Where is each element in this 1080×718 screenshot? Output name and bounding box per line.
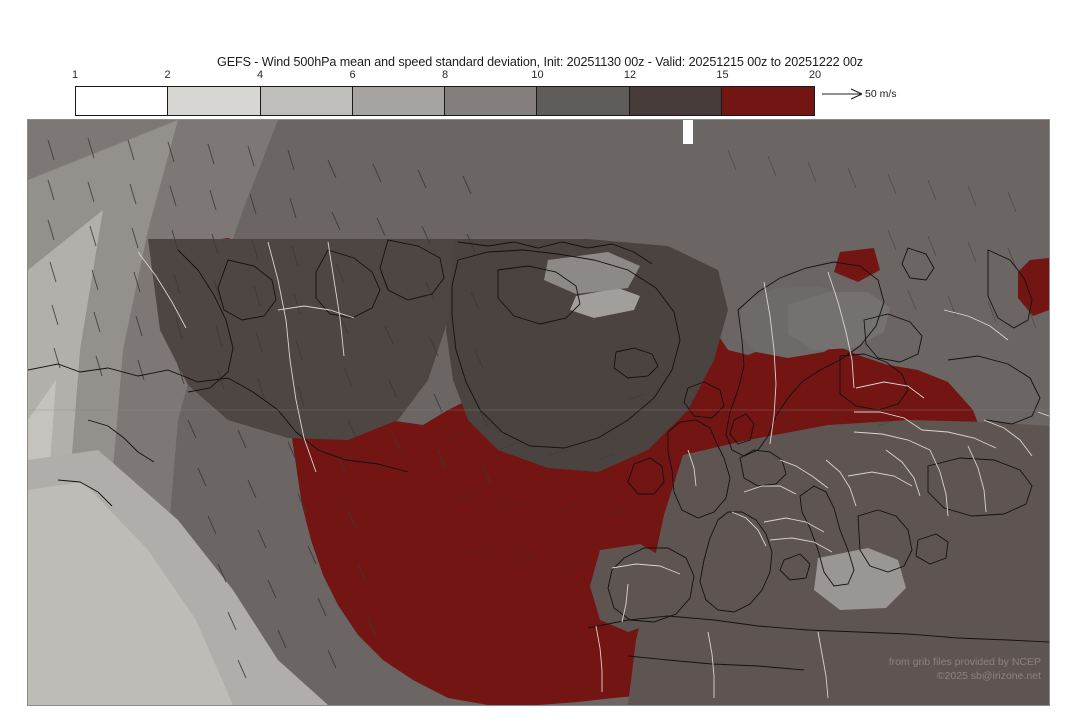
colorbar-band-4-6 [260, 87, 353, 115]
colorbar-band-1-2 [76, 87, 169, 115]
colorbar-tick-4: 4 [256, 69, 264, 81]
colorbar-tick-20: 20 [808, 69, 822, 81]
wind-arrow-icon [822, 88, 863, 100]
colorbar-tick-10: 10 [531, 69, 544, 81]
colorbar-legend: 1 2 4 6 8 10 12 15 20 [71, 69, 821, 116]
colorbar-band-10-12 [537, 87, 630, 115]
colorbar-band-12-15 [629, 87, 722, 115]
colorbar-tick-1: 1 [71, 69, 79, 81]
coastlines [28, 239, 1049, 671]
colorbar-tick-8: 8 [441, 69, 449, 81]
baltic-low-spread [788, 292, 890, 350]
colorbar-tick-6: 6 [349, 69, 356, 81]
wind-vector-key: 50 m/s [822, 84, 942, 108]
colorbar-tick-12: 12 [623, 69, 637, 81]
wind-key-label: 50 m/s [865, 88, 897, 100]
colorbar-bands [75, 86, 815, 116]
colorbar-tick-2: 2 [164, 69, 171, 81]
political-borders [137, 241, 1049, 699]
iberia-field [590, 544, 676, 632]
red-patch-kola [834, 248, 880, 282]
white-notch [683, 120, 693, 144]
red-patch-novaya [1018, 258, 1049, 316]
page-title: GEFS - Wind 500hPa mean and speed standa… [217, 55, 863, 69]
ellesmere-ice-patch [544, 252, 640, 294]
greenland-ice-patch [570, 288, 640, 318]
colorbar-band-6-8 [352, 87, 445, 115]
greenland-field [446, 239, 728, 472]
colorbar-band-8-10 [445, 87, 538, 115]
map-field [28, 120, 1049, 705]
band-sw-lighter [28, 482, 233, 705]
colorbar-band-2-4 [168, 87, 261, 115]
map-canvas[interactable]: from grib files provided by NCEP ©2025 s… [27, 119, 1050, 706]
med-light-patch [814, 548, 906, 610]
colorbar-tick-labels: 1 2 4 6 8 10 12 15 20 [71, 69, 821, 85]
wind-barbs [47, 137, 1037, 679]
colorbar-band-15-20 [721, 87, 814, 115]
colorbar-tick-15: 15 [716, 69, 729, 81]
